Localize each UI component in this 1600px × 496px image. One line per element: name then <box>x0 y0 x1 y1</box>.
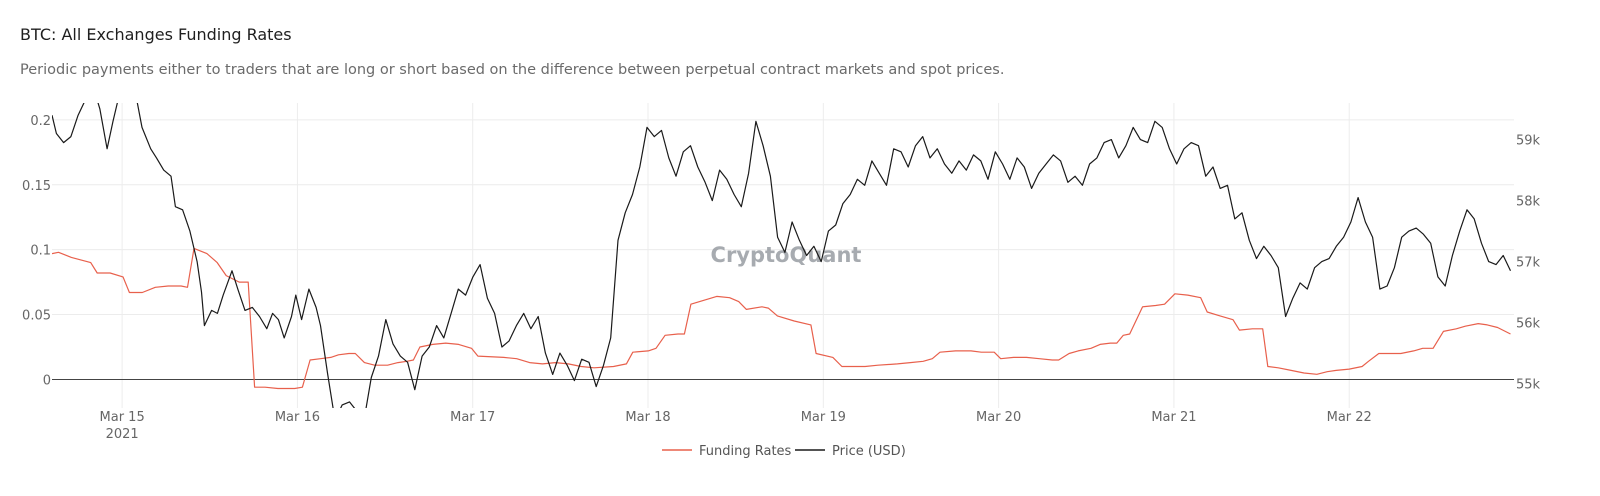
legend-label-funding: Funding Rates <box>699 444 792 459</box>
page-subtitle: Periodic payments either to traders that… <box>20 62 1005 78</box>
x-tick-label: Mar 15 <box>100 410 145 425</box>
x-tick-label: Mar 16 <box>275 410 320 425</box>
x-tick-label: Mar 20 <box>976 410 1021 425</box>
y-left-tick-label: 0.05 <box>22 309 51 324</box>
y-right-tick-label: 56k <box>1516 317 1541 332</box>
x-tick-label: Mar 21 <box>1151 410 1196 425</box>
y-left-tick-label: 0.2 <box>30 114 51 129</box>
legend-label-price: Price (USD) <box>832 444 906 459</box>
y-left-tick-label: 0.15 <box>22 179 51 194</box>
page-title: BTC: All Exchanges Funding Rates <box>20 25 292 44</box>
funding-rates-line <box>52 247 1511 390</box>
y-left-tick-label: 0.1 <box>30 244 51 259</box>
x-tick-sublabel: 2021 <box>106 427 139 442</box>
y-right-tick-label: 58k <box>1516 195 1541 210</box>
y-right-tick-label: 57k <box>1516 256 1541 271</box>
axes: 0 0.05 0.1 0.15 0.2 55k 56k 57k 58k 59k Mar 15 2021… <box>22 114 1540 442</box>
grid <box>52 103 1514 408</box>
x-tick-label: Mar 22 <box>1327 410 1372 425</box>
y-right-tick-label: 55k <box>1516 378 1541 393</box>
y-right-tick-label: 59k <box>1516 134 1541 149</box>
x-tick-label: Mar 17 <box>450 410 495 425</box>
legend: Funding Rates Price (USD) <box>662 444 906 459</box>
x-tick-label: Mar 18 <box>625 410 670 425</box>
series <box>52 103 1512 408</box>
y-left-tick-label: 0 <box>43 373 51 388</box>
price-line <box>52 103 1512 408</box>
x-tick-label: Mar 19 <box>801 410 846 425</box>
